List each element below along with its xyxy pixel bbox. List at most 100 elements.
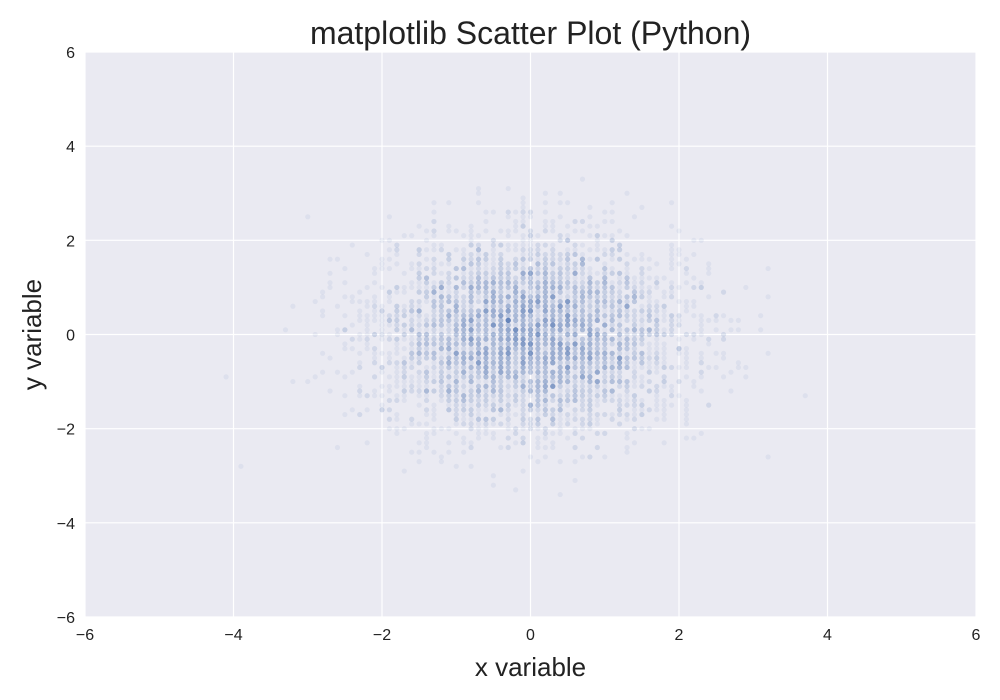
scatter-point	[468, 350, 474, 356]
scatter-point	[438, 336, 444, 342]
scatter-point	[594, 383, 600, 389]
scatter-point	[394, 374, 400, 380]
scatter-point	[624, 317, 630, 323]
scatter-point	[565, 317, 571, 323]
scatter-point	[646, 294, 652, 300]
scatter-point	[617, 421, 623, 427]
scatter-point	[453, 275, 459, 281]
scatter-point	[431, 327, 437, 333]
scatter-point	[475, 364, 482, 371]
scatter-point	[579, 289, 586, 295]
scatter-point	[579, 364, 586, 371]
scatter-point	[713, 350, 719, 356]
scatter-point	[483, 355, 489, 361]
scatter-point	[461, 411, 467, 418]
scatter-point	[579, 261, 586, 267]
scatter-point	[550, 378, 556, 385]
scatter-point	[654, 350, 660, 356]
scatter-point	[520, 237, 526, 243]
scatter-point	[461, 364, 467, 371]
scatter-point	[513, 360, 519, 366]
scatter-point	[527, 350, 534, 356]
scatter-point	[461, 416, 467, 422]
scatter-point	[572, 416, 578, 422]
scatter-point	[527, 355, 534, 361]
scatter-point	[364, 440, 370, 446]
scatter-point	[394, 327, 400, 333]
scatter-point	[520, 336, 526, 342]
scatter-point	[423, 378, 430, 385]
scatter-point	[505, 416, 511, 422]
scatter-point	[602, 397, 608, 404]
scatter-point	[691, 251, 697, 258]
scatter-point	[602, 284, 608, 291]
scatter-point	[587, 303, 593, 309]
scatter-point	[587, 364, 593, 371]
scatter-point	[587, 355, 593, 361]
scatter-point	[431, 313, 437, 319]
scatter-point	[461, 313, 467, 319]
scatter-point	[639, 350, 645, 356]
scatter-point	[565, 284, 571, 291]
scatter-point	[535, 322, 541, 328]
scatter-point	[505, 270, 511, 276]
scatter-point	[371, 313, 378, 319]
scatter-point	[535, 360, 541, 366]
scatter-point	[461, 331, 467, 338]
scatter-point	[609, 374, 615, 380]
scatter-point	[668, 256, 675, 262]
scatter-point	[602, 350, 608, 356]
scatter-point	[520, 204, 526, 210]
scatter-point	[513, 360, 519, 366]
scatter-point	[557, 369, 563, 375]
scatter-point	[409, 364, 415, 371]
scatter-point	[557, 261, 563, 267]
scatter-point	[527, 322, 534, 328]
scatter-point	[475, 360, 482, 366]
scatter-point	[542, 388, 548, 394]
scatter-point	[587, 360, 593, 366]
scatter-point	[565, 336, 571, 342]
scatter-point	[572, 393, 578, 399]
scatter-point	[513, 327, 519, 333]
scatter-point	[475, 355, 482, 361]
scatter-point	[661, 289, 667, 295]
scatter-point	[520, 360, 526, 366]
scatter-point	[572, 407, 578, 413]
scatter-point	[446, 294, 452, 300]
scatter-point	[550, 369, 556, 375]
scatter-point	[520, 322, 526, 328]
scatter-point	[668, 393, 675, 399]
scatter-point	[446, 407, 452, 413]
scatter-point	[468, 289, 474, 295]
scatter-point	[639, 327, 645, 333]
scatter-point	[579, 369, 586, 375]
scatter-point	[691, 378, 697, 385]
scatter-point	[609, 298, 615, 305]
scatter-point	[557, 280, 563, 286]
scatter-point	[409, 355, 415, 361]
scatter-point	[535, 397, 541, 404]
scatter-point	[453, 388, 459, 394]
scatter-point	[631, 426, 638, 432]
scatter-point	[423, 294, 430, 300]
scatter-point	[409, 298, 415, 305]
scatter-point	[639, 407, 645, 413]
scatter-point	[468, 313, 474, 319]
scatter-point	[527, 402, 534, 408]
scatter-point	[527, 407, 534, 413]
scatter-point	[475, 280, 482, 286]
scatter-point	[609, 355, 615, 361]
scatter-point	[550, 430, 556, 436]
scatter-point	[453, 313, 459, 319]
scatter-point	[661, 360, 667, 366]
scatter-point	[535, 256, 541, 262]
scatter-point	[513, 289, 519, 295]
scatter-point	[728, 369, 734, 375]
scatter-point	[624, 280, 630, 286]
scatter-point	[535, 270, 541, 276]
scatter-point	[565, 378, 571, 385]
scatter-point	[683, 350, 690, 356]
scatter-point	[468, 407, 474, 413]
scatter-point	[535, 411, 541, 418]
